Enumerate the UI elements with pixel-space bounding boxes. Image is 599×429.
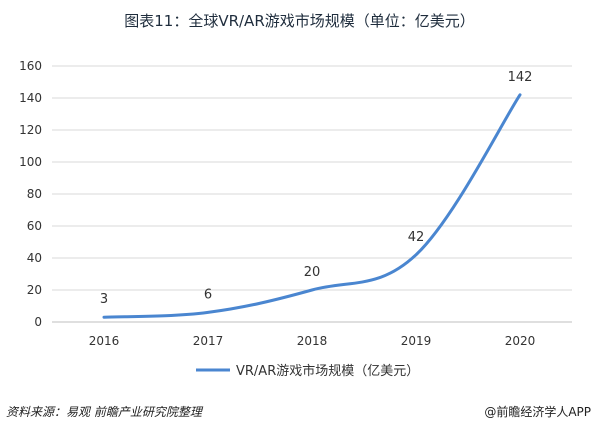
x-tick-label: 2017 — [193, 334, 224, 348]
data-label: 6 — [204, 287, 212, 302]
y-tick-label: 20 — [27, 283, 42, 297]
data-label: 20 — [304, 265, 321, 280]
y-tick-label: 100 — [19, 155, 42, 169]
legend-label: VR/AR游戏市场规模（亿美元） — [236, 363, 419, 379]
y-tick-label: 60 — [27, 219, 42, 233]
y-tick-label: 160 — [19, 59, 42, 73]
source-note: 资料来源：易观 前瞻产业研究院整理 — [6, 405, 202, 419]
x-tick-label: 2020 — [505, 334, 536, 348]
x-tick-label: 2016 — [89, 334, 120, 348]
y-tick-label: 120 — [19, 123, 42, 137]
credit-note: @前瞻经济学人APP — [484, 405, 591, 419]
y-tick-label: 0 — [34, 315, 42, 329]
x-tick-label: 2018 — [297, 334, 328, 348]
y-tick-label: 80 — [27, 187, 42, 201]
data-label: 3 — [100, 292, 108, 307]
series-line — [102, 93, 522, 319]
chart-title: 图表11：全球VR/AR游戏市场规模（单位：亿美元） — [124, 12, 475, 30]
y-tick-label: 40 — [27, 251, 42, 265]
data-label: 142 — [508, 70, 533, 85]
y-tick-label: 140 — [19, 91, 42, 105]
data-label: 42 — [408, 230, 425, 245]
x-tick-label: 2019 — [401, 334, 432, 348]
